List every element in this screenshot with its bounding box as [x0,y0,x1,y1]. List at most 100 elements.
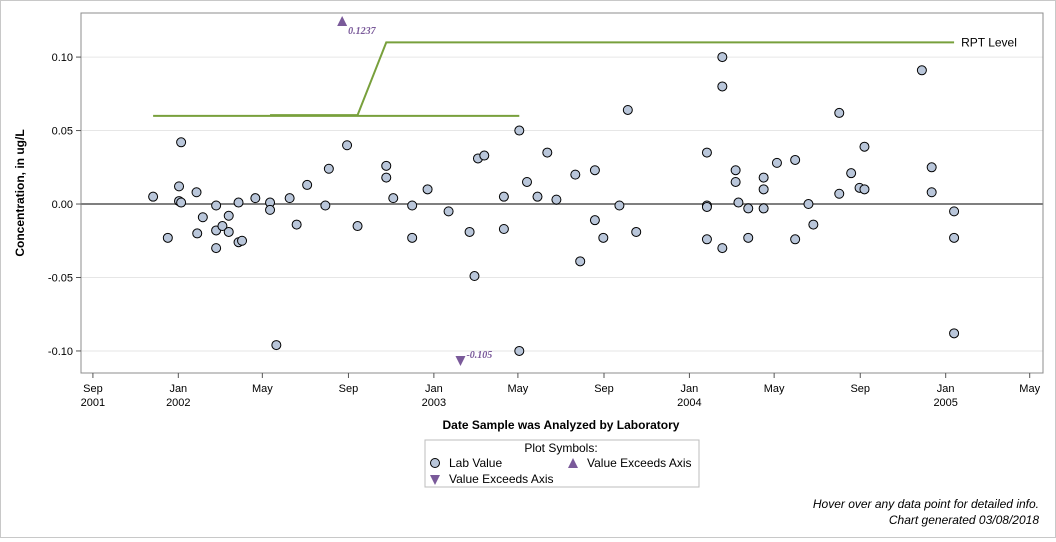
rpt-level-lines [153,41,955,117]
legend-entry-lab-value: Lab Value [449,456,502,470]
lab-value-point[interactable] [176,137,187,148]
lab-value-point[interactable] [223,210,234,221]
lab-value-point[interactable] [464,226,475,237]
lab-value-point[interactable] [191,187,202,198]
lab-value-point[interactable] [422,184,433,195]
lab-value-point[interactable] [743,203,754,214]
lab-value-point[interactable] [949,232,960,243]
x-tick-label: Jan [937,383,955,395]
lab-value-point[interactable] [192,228,203,239]
data-points[interactable]: 0.1237 -0.105 [148,16,960,366]
lab-value-point[interactable] [771,157,782,168]
lab-value-point[interactable] [352,221,363,232]
x-tick-year-label: 2002 [166,397,190,409]
lab-value-point[interactable] [532,191,543,202]
lab-value-point[interactable] [542,147,553,158]
legend-entry-exceeds-down: Value Exceeds Axis [449,472,554,486]
lab-value-point[interactable] [381,160,392,171]
lab-value-point[interactable] [631,226,642,237]
lab-value-point[interactable] [271,340,282,351]
lab-value-point[interactable] [717,81,728,92]
lab-value-point[interactable] [701,201,712,212]
lab-value-point[interactable] [381,172,392,183]
lab-value-point[interactable] [284,193,295,204]
lab-value-point[interactable] [479,150,490,161]
lab-value-point[interactable] [701,147,712,158]
lab-value-point[interactable] [498,191,509,202]
lab-value-point[interactable] [320,200,331,211]
lab-value-point[interactable] [514,125,525,136]
lab-value-point[interactable] [949,328,960,339]
x-tick-year-label: 2003 [422,397,446,409]
lab-value-point[interactable] [859,141,870,152]
lab-value-point[interactable] [211,200,222,211]
lab-value-point[interactable] [469,271,480,282]
lab-value-point[interactable] [551,194,562,205]
lab-value-point[interactable] [701,234,712,245]
lab-value-point[interactable] [926,162,937,173]
lab-value-point[interactable] [846,168,857,179]
lab-value-point[interactable] [197,212,208,223]
lab-value-point[interactable] [758,203,769,214]
lab-value-point[interactable] [521,176,532,187]
lab-value-point[interactable] [834,188,845,199]
lab-value-point[interactable] [148,191,159,202]
lab-value-point[interactable] [859,184,870,195]
lab-value-point[interactable] [237,235,248,246]
lab-value-point[interactable] [575,256,586,267]
lab-value-point[interactable] [949,206,960,217]
lab-value-point[interactable] [498,224,509,234]
lab-value-point[interactable] [717,243,728,254]
lab-value-point[interactable] [407,232,418,243]
lab-value-point[interactable] [743,232,754,243]
lab-value-point[interactable] [803,199,814,210]
lab-value-point[interactable] [223,226,234,237]
x-tick-label: May [1019,383,1040,395]
lab-value-point[interactable] [790,154,801,165]
chart-generated-date: Chart generated 03/08/2018 [889,513,1039,527]
lab-value-point[interactable] [323,163,334,174]
lab-value-point[interactable] [176,197,187,208]
lab-value-point[interactable] [291,219,302,230]
lab-value-point[interactable] [217,221,228,232]
lab-value-point[interactable] [758,172,769,183]
lab-value-point[interactable] [589,165,600,176]
lab-value-point[interactable] [808,219,819,230]
x-tick-label: Jan [681,383,699,395]
x-tick-year-label: 2001 [81,397,105,409]
lab-value-point[interactable] [758,184,769,195]
lab-value-point[interactable] [162,232,173,243]
lab-value-point[interactable] [211,243,222,254]
y-tick-label: 0.00 [52,199,73,211]
lab-value-point[interactable] [598,232,609,243]
lab-value-point[interactable] [233,197,244,208]
lab-value-point[interactable] [589,215,600,226]
lab-value-point[interactable] [514,345,525,356]
lab-value-point[interactable] [614,200,625,211]
lab-value-point[interactable] [733,197,744,208]
lab-value-point[interactable] [570,169,581,180]
lab-value-point[interactable] [388,193,399,204]
x-axis-ticks: Sep 2001 Jan 2002 May Sep Jan 2003 May Sep Jan 2004… [81,373,1041,409]
lab-value-point[interactable] [174,181,185,192]
lab-value-point[interactable] [730,176,741,187]
lab-value-point[interactable] [443,206,454,217]
exceeds-axis-down-point[interactable] [455,356,466,366]
lab-value-point[interactable] [622,104,633,115]
y-tick-label: 0.05 [52,126,73,138]
lab-value-point[interactable] [265,204,276,215]
lab-value-point[interactable] [717,52,728,63]
lab-value-point[interactable] [407,200,418,211]
lab-value-point[interactable] [790,234,801,245]
lab-value-point[interactable] [916,65,927,76]
lab-value-point[interactable] [926,187,937,198]
lab-value-point[interactable] [302,179,313,190]
lab-value-point[interactable] [730,165,741,176]
exceeds-axis-up-point[interactable] [337,16,348,26]
lab-value-point[interactable] [250,193,261,204]
lab-value-point[interactable] [342,140,353,151]
x-tick-label: Sep [850,383,870,395]
lab-value-point[interactable] [834,107,845,118]
x-tick-label: May [764,383,785,395]
